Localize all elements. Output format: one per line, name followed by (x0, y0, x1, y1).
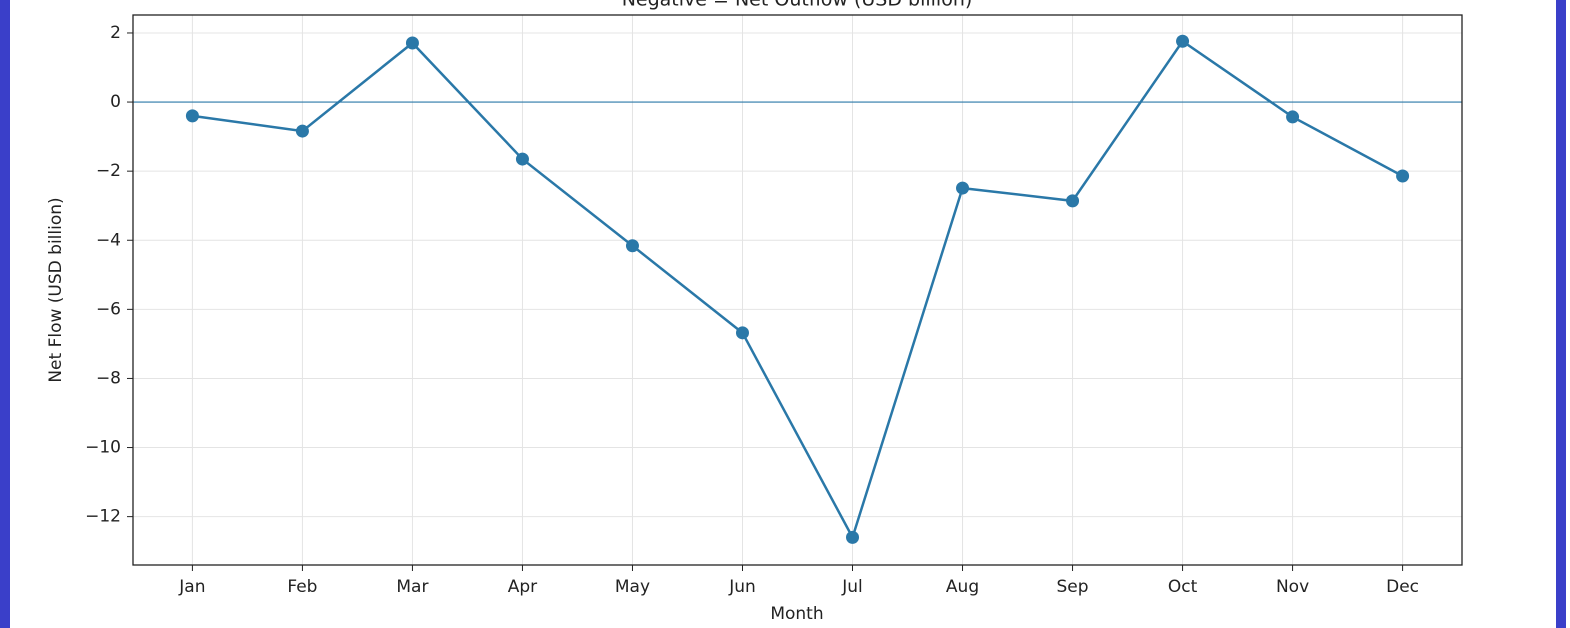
y-tick-label: −8 (96, 368, 121, 388)
point (956, 181, 970, 195)
point (185, 109, 199, 123)
x-tick-label: Jul (841, 577, 863, 597)
y-tick-label: −12 (85, 507, 121, 527)
x-tick-label: Mar (396, 577, 428, 597)
point (1396, 169, 1410, 183)
y-tick-label: 0 (110, 92, 121, 112)
frame-left (0, 0, 10, 628)
grid (133, 15, 1462, 565)
point (1066, 194, 1080, 208)
frame-right (1556, 0, 1566, 628)
point (846, 530, 860, 544)
plot-frame (132, 14, 1463, 566)
x-axis-label: Month (770, 604, 823, 624)
chart-title: Negative = Net Outflow (USD billion) (622, 0, 973, 11)
point (295, 124, 309, 138)
x-tick-label: Sep (1057, 577, 1089, 597)
x-tick-label: Oct (1168, 577, 1198, 597)
x-tick-label: Feb (287, 577, 317, 597)
point (1286, 110, 1300, 124)
y-tick-label: −4 (96, 230, 121, 250)
x-tick-label: Nov (1276, 577, 1309, 597)
x-tick-label: Aug (946, 577, 979, 597)
point (735, 326, 749, 340)
x-tick-label: Jan (178, 577, 205, 597)
plot (133, 34, 1462, 544)
x-tick-label: Apr (508, 577, 537, 597)
y-axis-label: Net Flow (USD billion) (46, 197, 66, 382)
line (192, 39, 1404, 541)
y-tick-label: −6 (96, 299, 121, 319)
x-tick-label: Jun (728, 577, 756, 597)
point (625, 239, 639, 253)
point (1176, 34, 1190, 48)
y-tick-label: −10 (85, 438, 121, 458)
x-tick-label: Dec (1386, 577, 1419, 597)
y-tick-label: 2 (110, 23, 121, 43)
x-tick-label: May (615, 577, 650, 597)
point (405, 36, 419, 50)
point (515, 152, 529, 166)
y-tick-label: −2 (96, 161, 121, 181)
